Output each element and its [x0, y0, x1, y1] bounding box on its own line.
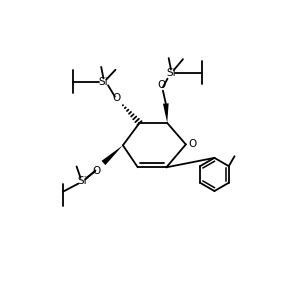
Text: Si: Si [99, 77, 108, 87]
Text: O: O [188, 139, 197, 149]
Polygon shape [163, 103, 169, 123]
Text: O: O [112, 94, 121, 103]
Text: O: O [157, 80, 166, 90]
Text: O: O [92, 166, 101, 176]
Text: Si: Si [77, 176, 87, 186]
Polygon shape [102, 145, 123, 165]
Text: Si: Si [166, 68, 176, 78]
